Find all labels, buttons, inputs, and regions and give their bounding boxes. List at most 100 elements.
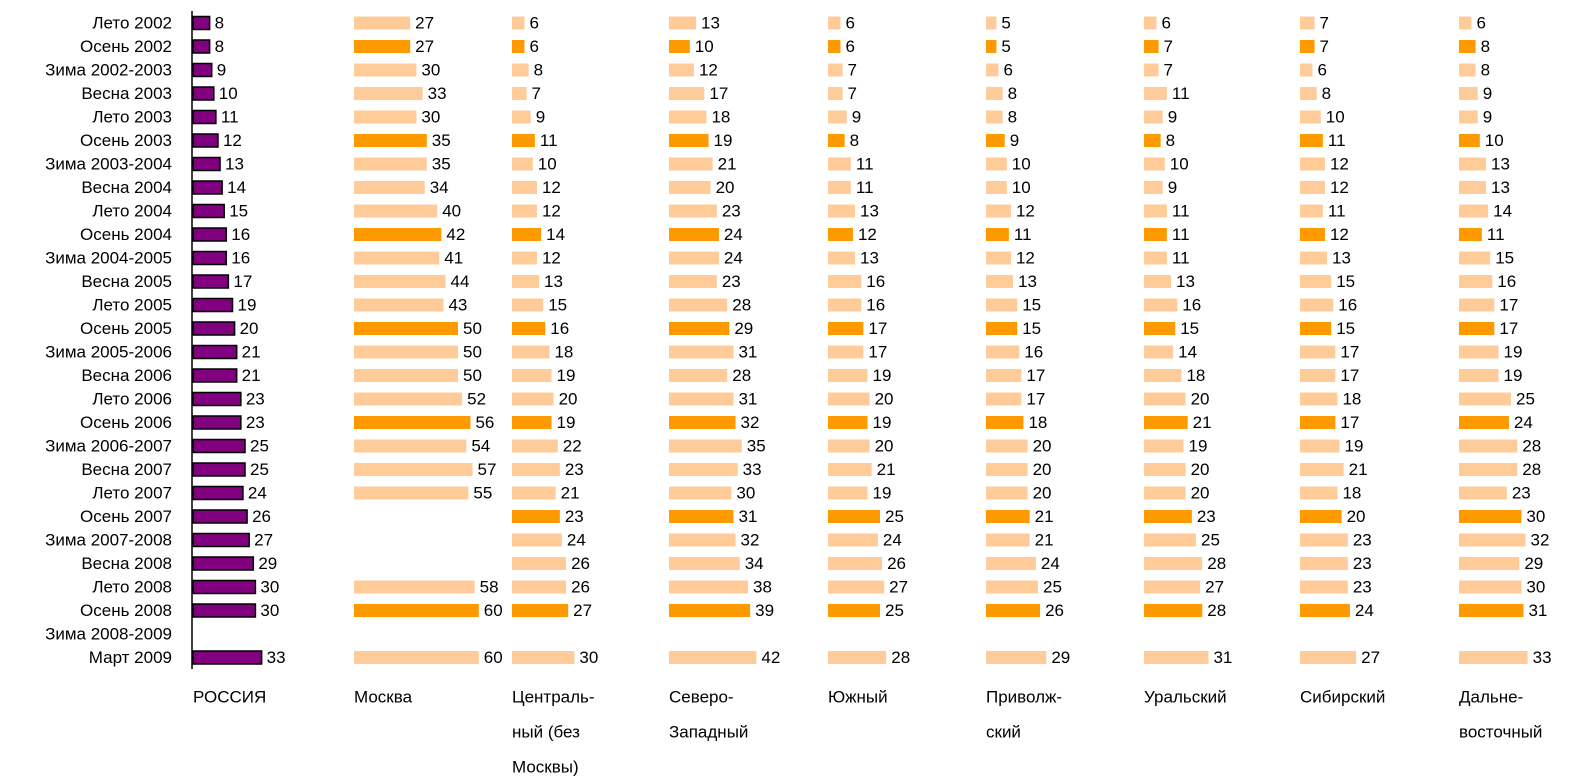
bar: [669, 369, 728, 382]
value-label: 27: [889, 577, 908, 596]
value-label: 29: [734, 319, 753, 338]
category-label: Осень 2007: [80, 507, 172, 526]
bar: [192, 321, 236, 336]
value-label: 35: [432, 154, 451, 173]
bar: [669, 557, 740, 570]
bar: [1459, 63, 1476, 77]
bar: [1300, 369, 1336, 382]
bar: [986, 134, 1005, 147]
value-label: 30: [421, 107, 440, 126]
bar: [1459, 557, 1520, 570]
value-label: 56: [475, 413, 494, 432]
series-name: Уральский: [1144, 687, 1227, 706]
value-label: 11: [1328, 201, 1346, 220]
value-label: 12: [1016, 201, 1035, 220]
value-label: 16: [231, 248, 250, 267]
value-label: 21: [561, 483, 580, 502]
bar: [986, 275, 1014, 288]
bar: [1300, 463, 1344, 476]
bar: [1459, 486, 1507, 500]
bar: [828, 134, 845, 147]
value-label: 16: [866, 272, 885, 291]
bar: [669, 439, 742, 453]
bar: [1459, 157, 1487, 171]
series-name: Централь-: [512, 687, 595, 706]
value-label: 15: [1022, 295, 1041, 314]
value-label: 25: [885, 601, 904, 620]
value-label: 60: [484, 601, 503, 620]
bar: [1144, 275, 1172, 288]
category-label: Весна 2004: [81, 178, 172, 197]
bar: [354, 110, 417, 124]
value-label: 19: [557, 413, 576, 432]
value-label: 24: [567, 530, 586, 549]
bar: [1144, 392, 1186, 406]
value-label: 33: [1533, 648, 1552, 667]
value-label: 31: [738, 507, 757, 526]
bar: [1459, 228, 1482, 241]
bar: [1300, 228, 1325, 241]
bar: [512, 486, 556, 500]
bar: [669, 181, 711, 194]
bar: [192, 62, 213, 78]
series-name: Москвы): [512, 757, 579, 776]
value-label: 12: [1016, 248, 1035, 267]
bar: [1459, 251, 1491, 265]
value-label: 5: [1001, 37, 1010, 56]
value-label: 40: [442, 201, 461, 220]
value-label: 31: [738, 389, 757, 408]
bar: [192, 532, 250, 548]
value-label: 19: [873, 483, 892, 502]
value-label: 7: [532, 84, 541, 103]
bar: [669, 298, 728, 312]
bar: [512, 63, 529, 77]
bar: [986, 251, 1011, 265]
value-label: 8: [215, 37, 224, 56]
bar: [1144, 228, 1167, 241]
value-label: 15: [229, 201, 248, 220]
value-label: 20: [559, 389, 578, 408]
value-label: 14: [1493, 201, 1512, 220]
value-label: 20: [1033, 436, 1052, 455]
value-label: 12: [699, 60, 718, 79]
value-label: 28: [732, 366, 751, 385]
value-label: 8: [1481, 60, 1490, 79]
bar: [192, 485, 244, 501]
value-label: 6: [845, 13, 854, 32]
bar: [986, 604, 1041, 617]
value-label: 28: [1207, 601, 1226, 620]
bar: [828, 651, 887, 664]
bar: [354, 181, 425, 194]
value-label: 25: [885, 507, 904, 526]
value-label: 6: [529, 37, 538, 56]
bar: [669, 40, 690, 53]
bar: [1144, 181, 1163, 194]
value-label: 32: [1531, 530, 1550, 549]
bar: [828, 533, 878, 547]
bar: [669, 157, 713, 171]
value-label: 9: [1168, 178, 1177, 197]
value-label: 27: [254, 530, 273, 549]
bar: [1300, 110, 1321, 124]
series-name: РОССИЯ: [193, 687, 266, 706]
value-label: 17: [1499, 295, 1518, 314]
value-label: 10: [219, 84, 238, 103]
bar: [512, 416, 552, 429]
value-label: 11: [1487, 225, 1505, 244]
value-label: 18: [1342, 389, 1361, 408]
value-label: 43: [448, 295, 467, 314]
value-label: 13: [1491, 154, 1510, 173]
value-label: 8: [534, 60, 543, 79]
bar: [354, 604, 479, 617]
bar: [1459, 580, 1522, 594]
bar: [192, 462, 246, 477]
bar: [986, 63, 999, 77]
bar: [1300, 157, 1325, 171]
value-label: 33: [743, 460, 762, 479]
bar: [1459, 651, 1528, 664]
bar: [828, 322, 864, 335]
category-label: Весна 2008: [81, 554, 172, 573]
series-name: Северо-: [669, 687, 734, 706]
value-label: 27: [1361, 648, 1380, 667]
value-label: 24: [1355, 601, 1374, 620]
